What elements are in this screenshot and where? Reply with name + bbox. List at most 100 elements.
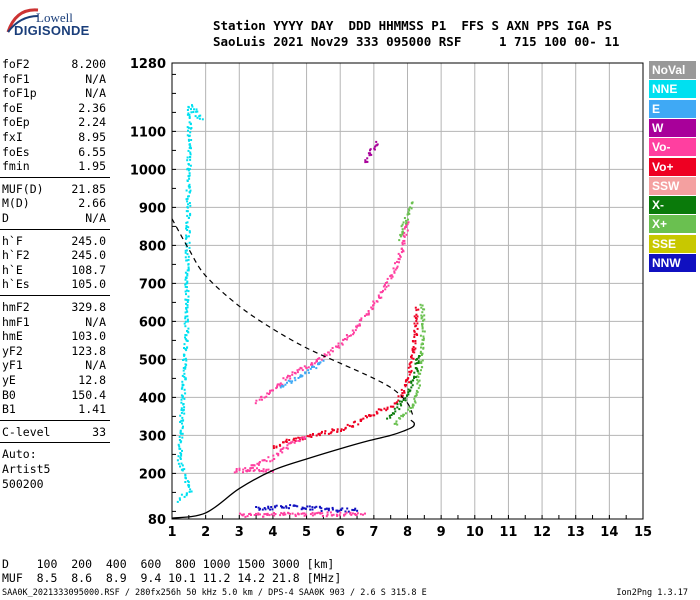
echo-point (390, 277, 393, 280)
echo-point (395, 420, 398, 423)
echo-point (288, 439, 291, 441)
echo-point (271, 508, 274, 511)
echo-point (402, 413, 405, 416)
echo-point (262, 459, 265, 462)
echo-point (184, 283, 187, 286)
param-name: yF1 (2, 358, 23, 373)
param-name: h`F (2, 233, 23, 248)
param-name: foF1p (2, 86, 37, 101)
echo-point (186, 109, 189, 111)
echo-point (186, 320, 189, 323)
param-row: foEs 6.55 (2, 145, 108, 159)
echo-point (183, 495, 186, 498)
echo-point (251, 464, 254, 467)
param-value: 2.24 (78, 115, 106, 130)
echo-point (292, 438, 295, 441)
echo-point (413, 336, 416, 338)
echo-point (357, 423, 360, 426)
param-name: B1 (2, 402, 16, 417)
echo-point (185, 494, 188, 497)
y-tick-label: 200 (139, 467, 166, 482)
param-row: yF2 123.8 (2, 344, 108, 358)
echo-point (282, 512, 284, 515)
echo-point (244, 515, 247, 518)
echo-point (416, 334, 419, 336)
echo-point (344, 427, 347, 430)
echo-point (178, 497, 181, 500)
echo-point (390, 274, 393, 277)
echo-point (315, 358, 318, 361)
param-row: h`E 108.7 (2, 263, 108, 277)
echo-point (188, 143, 191, 146)
logo-text-line2: DIGISONDE (14, 23, 90, 38)
echo-point (180, 419, 183, 422)
echo-point (360, 419, 362, 422)
param-name: foF2 (2, 57, 30, 71)
echo-point (367, 310, 370, 312)
echo-point (183, 372, 186, 375)
echo-point (279, 450, 282, 453)
echo-point (182, 425, 184, 428)
legend-item-x: X- (649, 196, 696, 215)
echo-point (401, 241, 404, 244)
y-tick-label: 1100 (130, 125, 166, 140)
echo-point (184, 317, 187, 320)
echo-point (189, 204, 192, 207)
echo-point (179, 414, 182, 417)
echo-point (420, 360, 423, 363)
echo-point (350, 334, 352, 337)
echo-point (404, 412, 407, 415)
echo-point (386, 417, 389, 420)
echo-point (184, 256, 187, 259)
echo-point (386, 406, 389, 409)
echo-point (330, 431, 333, 434)
echo-point (419, 362, 422, 364)
echo-point (183, 353, 186, 356)
echo-point (291, 380, 294, 383)
echo-point (290, 441, 293, 444)
echo-point (340, 509, 343, 511)
echo-point (394, 268, 397, 271)
echo-point (313, 506, 316, 509)
echo-point (284, 383, 287, 386)
echo-point (281, 451, 284, 454)
echo-point (286, 376, 289, 379)
echo-point (194, 115, 197, 118)
echo-point (180, 409, 183, 411)
echo-point (185, 249, 188, 252)
echo-point (179, 441, 182, 444)
echo-point (379, 291, 382, 294)
echo-point (325, 354, 328, 357)
echo-point (184, 325, 187, 328)
echo-point (233, 471, 236, 474)
x-tick-label: 13 (567, 525, 585, 540)
echo-point (382, 289, 384, 292)
echo-point (416, 327, 419, 330)
echo-point (253, 464, 256, 467)
param-name: M(D) (2, 196, 30, 211)
echo-point (407, 218, 409, 221)
param-row: yE 12.8 (2, 373, 108, 387)
echo-point (416, 358, 418, 361)
echo-point (297, 377, 300, 379)
echo-point (261, 508, 264, 511)
echo-point (279, 382, 282, 385)
param-value: 8.200 (71, 57, 106, 71)
echo-point (372, 304, 374, 307)
echo-point (262, 468, 265, 471)
echo-point (384, 282, 387, 284)
echo-point (413, 371, 416, 374)
echo-point (336, 509, 339, 512)
echo-point (397, 399, 400, 402)
echo-point (263, 507, 266, 509)
echo-point (318, 357, 321, 360)
echo-point (389, 405, 392, 408)
echo-point (386, 281, 389, 284)
echo-point (413, 377, 415, 379)
echo-point (327, 507, 330, 510)
echo-point (185, 492, 188, 495)
echo-point (183, 397, 186, 400)
echo-point (351, 329, 354, 332)
echo-point (376, 143, 379, 146)
echo-point (368, 154, 371, 157)
